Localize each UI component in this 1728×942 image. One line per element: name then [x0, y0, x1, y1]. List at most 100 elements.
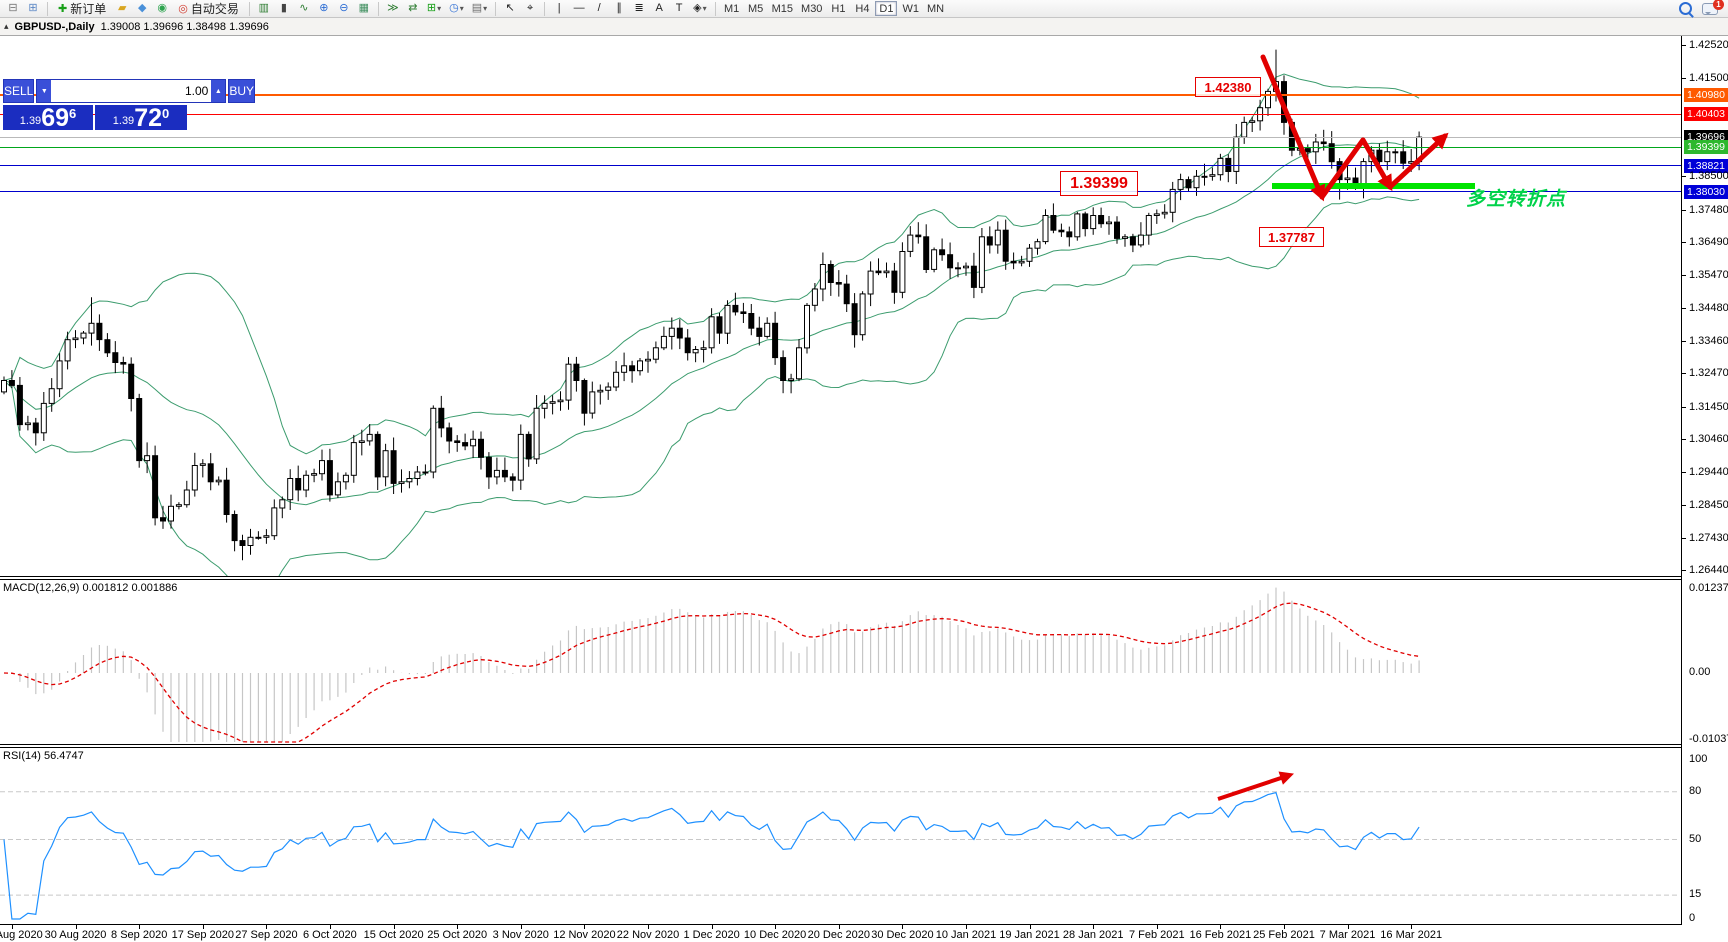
bar-chart-icon[interactable]: ▥: [255, 1, 273, 17]
market-watch-icon[interactable]: ⊞: [24, 1, 42, 17]
channel-icon[interactable]: ∥: [610, 1, 628, 17]
timeframe-mn-button[interactable]: MN: [924, 1, 947, 16]
pivot-price-label[interactable]: 1.39399: [1060, 171, 1138, 196]
time-tick-label: 25 Oct 2020: [427, 929, 488, 941]
text-icon[interactable]: A: [650, 1, 668, 17]
sell-button[interactable]: SELL: [3, 79, 35, 103]
bid-price-line[interactable]: [0, 136, 1681, 138]
price-tick-label: 1.42520: [1689, 39, 1728, 51]
macd-axis-min: -0.010374: [1689, 733, 1728, 745]
macd-indicator-panel[interactable]: MACD(12,26,9) 0.001812 0.001886: [0, 579, 1681, 745]
rsi-level-label-100: 100: [1689, 753, 1708, 765]
timeframe-w1-button[interactable]: W1: [899, 1, 922, 16]
autotrade-button[interactable]: ◎ 自动交易: [173, 1, 244, 17]
timeframe-m30-button[interactable]: M30: [798, 1, 825, 16]
cursor-icon[interactable]: ↖: [501, 1, 519, 17]
high-price-label[interactable]: 1.42380: [1195, 77, 1261, 97]
candlestick-icon[interactable]: ▮: [275, 1, 293, 17]
volume-decrease-button[interactable]: ▼: [37, 80, 52, 102]
one-click-trading-panel: SELL ▼ ▲ BUY 1.39 69 6 1.39 72 0: [3, 79, 256, 131]
new-chart-button-dropdown-arrow[interactable]: ▾: [437, 3, 442, 13]
rsi-level-label-80: 80: [1689, 784, 1702, 797]
new-chart-button[interactable]: ⊞ ▾: [424, 1, 444, 17]
templates-button-dropdown-arrow[interactable]: ▾: [483, 3, 488, 13]
hline-resistance-badge: 1.40403: [1684, 107, 1728, 122]
community-icon[interactable]: ◆: [133, 1, 151, 17]
time-tick: [648, 925, 649, 929]
shapes-button[interactable]: ◈ ▾: [690, 1, 709, 17]
bar-chart-icon: ▥: [258, 2, 270, 14]
price-tick-label: 1.30460: [1689, 433, 1728, 445]
new-order-button[interactable]: ✚ 新订单: [53, 1, 111, 17]
buy-button[interactable]: BUY: [228, 79, 256, 103]
toolbar-separator: [248, 1, 250, 16]
main-chart-panel[interactable]: 1.42380 1.39399 1.37787 多空转折点 SELL ▼ ▲ B…: [0, 36, 1681, 577]
chart-window-icon[interactable]: ⊟: [4, 1, 22, 17]
timeframe-h1-button[interactable]: H1: [827, 1, 849, 16]
pivot-trendline-band[interactable]: [1272, 183, 1475, 189]
price-tick-label: 1.27430: [1689, 532, 1728, 544]
templates-button[interactable]: ▤ ▾: [469, 1, 490, 17]
price-tick: [1682, 45, 1686, 46]
buy-price-sup: 0: [162, 106, 170, 121]
hline-support-line[interactable]: [0, 191, 1681, 193]
price-tick: [1682, 209, 1686, 211]
price-tick: [1682, 406, 1686, 408]
macd-chart: [3, 587, 1420, 743]
horizontal-line-icon[interactable]: —: [570, 1, 588, 17]
toolbar-separator: [544, 1, 546, 16]
tile-windows-icon: ▦: [358, 2, 370, 14]
sell-price-display[interactable]: 1.39 69 6: [3, 105, 93, 131]
autotrade-button-label: 自动交易: [190, 2, 239, 16]
volume-input[interactable]: [51, 80, 212, 102]
time-tick: [266, 925, 268, 929]
notifications-icon[interactable]: 1: [1702, 0, 1724, 15]
signals-icon[interactable]: ◉: [153, 1, 171, 17]
price-tick: [1682, 275, 1686, 277]
timeframe-h4-button[interactable]: H4: [851, 1, 873, 16]
trendline-icon[interactable]: /: [590, 1, 608, 17]
hline-pivot-line[interactable]: [0, 146, 1681, 148]
candlestick-icon: ▮: [280, 2, 287, 14]
sell-price-prefix: 1.39: [19, 115, 42, 127]
rsi-indicator-panel[interactable]: RSI(14) 56.4747: [0, 747, 1681, 925]
hline-support-upper-line[interactable]: [0, 165, 1681, 167]
search-icon[interactable]: [1679, 2, 1694, 18]
shapes-button-dropdown-arrow[interactable]: ▾: [702, 3, 707, 13]
period-button[interactable]: ◷ ▾: [446, 1, 467, 17]
time-tick-label: 30 Dec 2020: [871, 929, 934, 941]
timeframe-m15-button[interactable]: M15: [769, 1, 796, 16]
label-icon[interactable]: T: [670, 1, 688, 17]
price-tick-label: 1.29440: [1689, 466, 1728, 479]
low-price-label[interactable]: 1.37787: [1259, 227, 1324, 247]
price-tick-label: 1.31450: [1689, 400, 1728, 413]
hline-resistance-upper-badge: 1.40980: [1684, 88, 1728, 103]
period-icon: ◷: [449, 2, 459, 14]
timeframe-m1-button[interactable]: M1: [721, 1, 743, 16]
price-axis[interactable]: 1.40980 1.40403 1.39696 1.39399 1.38821 1.380…: [1681, 36, 1728, 925]
fibonacci-icon[interactable]: ≣: [630, 1, 648, 17]
chart-shift-icon[interactable]: ⇄: [404, 1, 422, 17]
rsi-chart: [0, 771, 1680, 920]
period-button-dropdown-arrow[interactable]: ▾: [459, 3, 464, 13]
time-tick-label: 25 Feb 2021: [1253, 929, 1315, 941]
zoom-in-icon[interactable]: ⊕: [315, 1, 333, 17]
crosshair-icon[interactable]: ⌖: [521, 1, 539, 17]
tile-windows-icon[interactable]: ▦: [355, 1, 373, 17]
hline-resistance-upper-line[interactable]: [0, 94, 1681, 97]
vertical-line-icon[interactable]: |: [550, 1, 568, 17]
timeframe-m5-button[interactable]: M5: [745, 1, 767, 16]
hline-resistance-line[interactable]: [0, 113, 1681, 115]
zoom-out-icon[interactable]: ⊖: [335, 1, 353, 17]
buy-price-display[interactable]: 1.39 72 0: [95, 105, 187, 131]
pivot-note-text[interactable]: 多空转折点: [1466, 189, 1567, 210]
time-tick: [966, 925, 967, 929]
timeframe-d1-button[interactable]: D1: [875, 1, 898, 16]
gold-icon[interactable]: ▰: [113, 1, 131, 17]
line-chart-icon[interactable]: ∿: [295, 1, 313, 17]
chart-window-icon: ⊟: [8, 2, 18, 14]
auto-scroll-icon[interactable]: ≫: [384, 1, 402, 17]
volume-increase-button[interactable]: ▲: [211, 80, 226, 102]
autotrade-icon: ◎: [178, 3, 188, 15]
